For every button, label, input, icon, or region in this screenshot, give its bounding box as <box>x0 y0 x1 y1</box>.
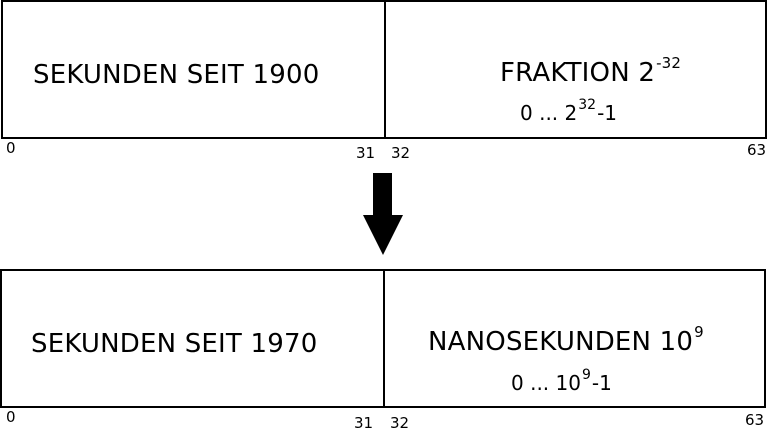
bottom-bit-63: 63 <box>745 411 765 429</box>
bottom-range-prefix: 0 ... 10 <box>511 371 581 395</box>
bottom-seconds-field-label: SEKUNDEN SEIT 1970 <box>31 329 318 359</box>
top-fraction-exponent: -32 <box>656 54 682 72</box>
top-bit-63: 63 <box>747 141 767 159</box>
top-timestamp-box: SEKUNDEN SEIT 1900 FRAKTION 2-32 0 ... 2… <box>1 0 767 139</box>
top-field-divider <box>384 2 386 137</box>
top-seconds-field-label: SEKUNDEN SEIT 1900 <box>33 60 320 90</box>
bottom-nanoseconds-base: NANOSEKUNDEN 10 <box>428 327 694 357</box>
bottom-bit-31: 31 <box>354 414 374 432</box>
down-arrow-shape <box>363 173 403 255</box>
bottom-range-suffix: -1 <box>591 371 612 395</box>
top-range-exponent: 32 <box>578 97 597 113</box>
bottom-nanoseconds-range: 0 ... 109-1 <box>511 367 612 395</box>
top-fraction-range: 0 ... 232-1 <box>520 97 618 125</box>
top-bit-0: 0 <box>6 139 16 157</box>
bottom-bit-0: 0 <box>6 408 16 426</box>
bottom-timestamp-box: SEKUNDEN SEIT 1970 NANOSEKUNDEN 109 0 ..… <box>0 269 766 408</box>
top-bit-31: 31 <box>356 144 376 162</box>
bottom-field-divider <box>383 271 385 406</box>
top-range-suffix: -1 <box>597 101 618 125</box>
top-fraction-field-label: FRAKTION 2-32 <box>500 54 681 88</box>
bottom-nanoseconds-field-label: NANOSEKUNDEN 109 <box>428 323 704 357</box>
bottom-bit-32: 32 <box>390 414 410 432</box>
bottom-range-exponent: 9 <box>581 367 591 383</box>
top-bit-32: 32 <box>391 144 411 162</box>
top-range-prefix: 0 ... 2 <box>520 101 578 125</box>
bottom-nanoseconds-exponent: 9 <box>694 323 704 341</box>
down-arrow-icon <box>363 173 403 255</box>
top-fraction-base: FRAKTION 2 <box>500 58 656 88</box>
